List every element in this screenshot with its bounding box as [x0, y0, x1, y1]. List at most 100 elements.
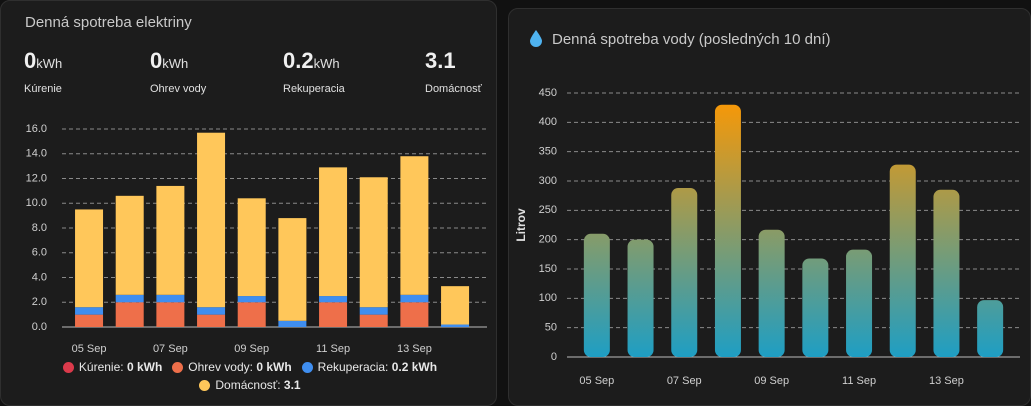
stat: 0.2kWh Rekuperacia: [283, 48, 345, 95]
y-tick-label: 50: [545, 322, 557, 334]
bar-segment: [400, 294, 429, 303]
bar: [802, 258, 829, 357]
legend-value: 0.2 kWh: [391, 360, 438, 374]
bar-segment: [359, 177, 388, 308]
legend-item: Domácnosť3.1: [199, 378, 301, 392]
stat-unit: kWh: [162, 56, 189, 71]
x-tick-label: 13 Sep: [929, 375, 964, 387]
bar-segment: [278, 218, 307, 321]
bar-segment: [156, 185, 185, 295]
y-tick-label: 14.0: [26, 148, 47, 160]
bar-segment: [156, 294, 185, 303]
bar-segment: [237, 296, 266, 303]
card-title: Denná spotreba elektriny: [25, 14, 192, 31]
legend-name: Ohrev vody: [188, 360, 256, 374]
y-tick-label: 250: [539, 204, 557, 216]
y-tick-label: 150: [539, 263, 557, 275]
y-tick-label: 0.0: [32, 321, 47, 333]
y-tick-label: 0: [551, 351, 557, 363]
bar-segment: [75, 307, 104, 315]
y-tick-label: 6.0: [32, 247, 47, 259]
bar: [627, 239, 654, 357]
x-tick-label: 13 Sep: [397, 343, 432, 355]
water-icon: [530, 30, 542, 47]
y-tick-label: 100: [539, 292, 557, 304]
bar-segment: [156, 302, 185, 327]
stat-value: 3.1: [425, 48, 456, 73]
bar-segment: [197, 314, 226, 327]
stat-label: Domácnosť: [425, 83, 482, 95]
y-tick-label: 4.0: [32, 271, 47, 283]
bar-segment: [115, 302, 144, 327]
x-tick-label: 05 Sep: [579, 375, 614, 387]
stat-value-row: 0kWh: [150, 48, 206, 74]
bar: [714, 104, 741, 357]
y-tick-label: 400: [539, 116, 557, 128]
bar-segment: [278, 320, 307, 327]
bar: [889, 164, 916, 357]
bar-segment: [237, 198, 266, 297]
legend-value: 0 kWh: [256, 360, 292, 374]
bar: [758, 229, 785, 357]
y-tick-label: 2.0: [32, 296, 47, 308]
card-title: Denná spotreba vody (posledných 10 dní): [552, 31, 831, 48]
stat-value-row: 0.2kWh: [283, 48, 345, 74]
x-tick-label: 09 Sep: [234, 343, 269, 355]
bar: [933, 189, 960, 357]
y-tick-label: 350: [539, 146, 557, 158]
bar-segment: [359, 307, 388, 315]
stat-label: Kúrenie: [24, 83, 62, 95]
x-tick-label: 11 Sep: [316, 343, 350, 355]
stat-value: 0.2: [283, 48, 314, 73]
stat-value-row: 3.1: [425, 48, 482, 74]
y-tick-label: 300: [539, 175, 557, 187]
stat-unit: kWh: [36, 56, 63, 71]
bar-segment: [400, 302, 429, 327]
bar-segment: [400, 156, 429, 295]
bar-segment: [75, 314, 104, 327]
stat-label: Ohrev vody: [150, 83, 207, 95]
y-tick-label: 12.0: [26, 172, 47, 184]
stat-value-row: 0kWh: [24, 48, 62, 74]
y-tick-label: 450: [539, 87, 557, 99]
legend-name: Kúrenie: [79, 360, 127, 374]
bar-segment: [441, 324, 470, 327]
bar-segment: [319, 167, 348, 297]
stat: 3.1 Domácnosť: [425, 48, 482, 95]
y-tick-label: 8.0: [32, 222, 47, 234]
legend-swatch: [172, 361, 184, 373]
bar-segment: [359, 314, 388, 327]
bar: [671, 188, 698, 357]
legend-value: 0 kWh: [126, 360, 163, 374]
bar: [846, 249, 873, 357]
bar-segment: [319, 302, 348, 327]
y-tick-label: 16.0: [26, 123, 47, 135]
legend-swatch: [62, 361, 74, 373]
bar: [583, 233, 610, 357]
bar-segment: [197, 132, 226, 308]
stat-value: 0: [24, 48, 37, 73]
y-tick-label: 200: [539, 234, 557, 246]
legend-item: Rekuperacia0.2 kWh: [301, 360, 438, 374]
stat-value: 0: [150, 48, 163, 73]
y-axis-label: Litrov: [514, 208, 528, 242]
legend-value: 3.1: [283, 378, 301, 392]
x-tick-label: 07 Sep: [667, 375, 702, 387]
legend-name: Rekuperacia: [318, 360, 392, 374]
bar-segment: [441, 286, 470, 325]
stat: 0kWh Ohrev vody: [150, 48, 206, 95]
y-tick-label: 10.0: [26, 197, 47, 209]
stat-label: Rekuperacia: [283, 83, 345, 95]
stat-unit: kWh: [313, 56, 340, 71]
x-tick-label: 05 Sep: [72, 343, 107, 355]
x-tick-label: 07 Sep: [153, 343, 188, 355]
bar-segment: [115, 294, 144, 303]
x-tick-label: 11 Sep: [842, 375, 876, 387]
stat: 0kWh Kúrenie: [24, 48, 62, 95]
bar-segment: [115, 195, 144, 295]
